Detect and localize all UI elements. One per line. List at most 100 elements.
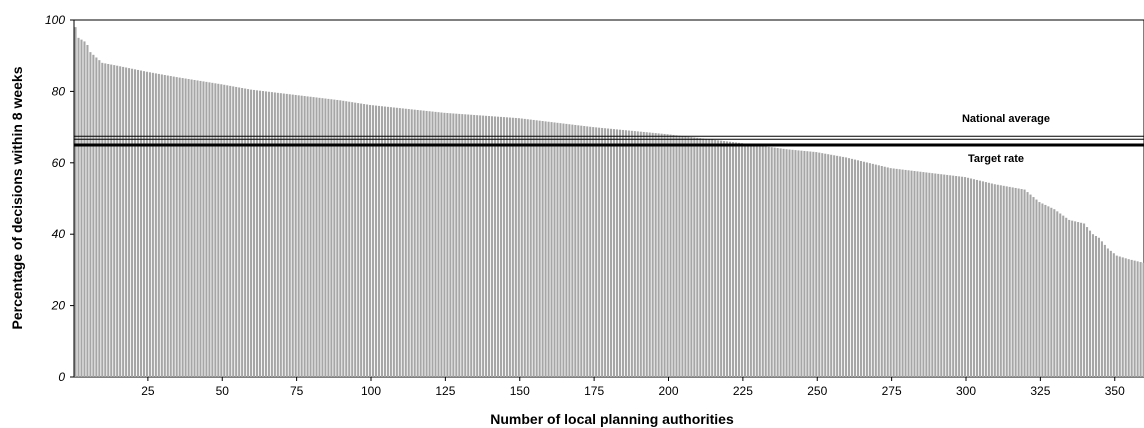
bar [975,179,979,377]
bar [303,96,306,377]
bar [363,104,366,377]
bar [586,126,589,377]
bar [758,145,761,377]
bar [978,180,981,377]
bar [288,94,291,377]
bar [1091,234,1095,377]
bar [253,89,256,377]
y-tick-label: 80 [52,84,66,98]
bar [437,112,440,377]
bar [708,139,711,377]
bar [1124,258,1127,377]
bar [809,151,812,377]
bar [1097,237,1100,377]
bar [636,131,639,377]
bar [752,144,755,377]
bar [812,151,815,377]
bar [1088,230,1092,377]
bar [128,68,131,378]
bar [577,125,580,377]
bar [996,184,999,377]
bar [726,141,729,377]
bar [931,173,934,377]
bar [508,117,511,377]
bar [321,98,324,378]
bar [693,137,696,377]
bar [178,77,181,377]
bar [714,139,717,377]
bar [675,135,678,377]
bar [952,175,955,377]
bar [312,97,315,378]
bar [315,97,318,377]
bar [514,117,517,378]
bar [571,124,574,377]
bar [1041,203,1044,377]
bar [734,142,738,377]
bar [449,113,452,377]
bar [499,116,503,377]
bar [972,179,976,377]
bar [1109,250,1112,377]
bar [574,124,577,378]
bar [1005,186,1008,377]
bar [830,154,833,377]
bar [1100,241,1103,377]
bar [984,182,987,377]
bar [223,84,226,378]
bar [553,122,556,378]
bar [184,78,187,378]
bar [401,108,404,378]
bar [800,150,803,377]
bar [330,99,333,377]
bar [535,120,538,377]
bar [83,41,86,378]
bar [981,181,984,377]
bar [205,81,208,377]
bar [958,176,961,377]
bar [333,99,336,378]
bar [342,100,345,377]
bar [1008,186,1011,377]
bar [428,111,431,377]
bar [1080,222,1083,377]
bar [627,130,630,377]
bar [883,166,886,377]
bar [1133,260,1136,377]
bar [913,171,916,377]
bar [624,130,627,377]
bar [559,123,562,377]
bar [261,91,265,377]
bar [1142,262,1144,377]
bar [110,64,113,378]
bar [601,127,604,378]
bar [1059,213,1062,377]
bar [95,57,98,378]
bar [1026,192,1029,377]
bar [660,133,663,377]
bar [199,80,202,378]
bar [211,82,214,377]
bar [395,107,398,377]
bar [276,92,279,377]
bar [770,147,773,377]
bar [80,39,83,377]
bar [993,184,996,377]
bar [1062,215,1065,377]
bar [868,163,871,377]
y-tick-label: 100 [45,13,65,27]
bar [1002,185,1005,377]
x-tick-label: 350 [1105,384,1125,398]
bar [273,92,276,377]
bar [538,120,541,378]
bar [853,159,857,377]
bar [678,135,681,377]
bar [511,117,514,377]
bar [895,168,898,377]
bar [410,109,413,378]
bar [327,98,330,378]
bar [761,146,764,377]
bar [244,88,247,377]
bar [648,132,651,377]
bar [547,121,550,377]
